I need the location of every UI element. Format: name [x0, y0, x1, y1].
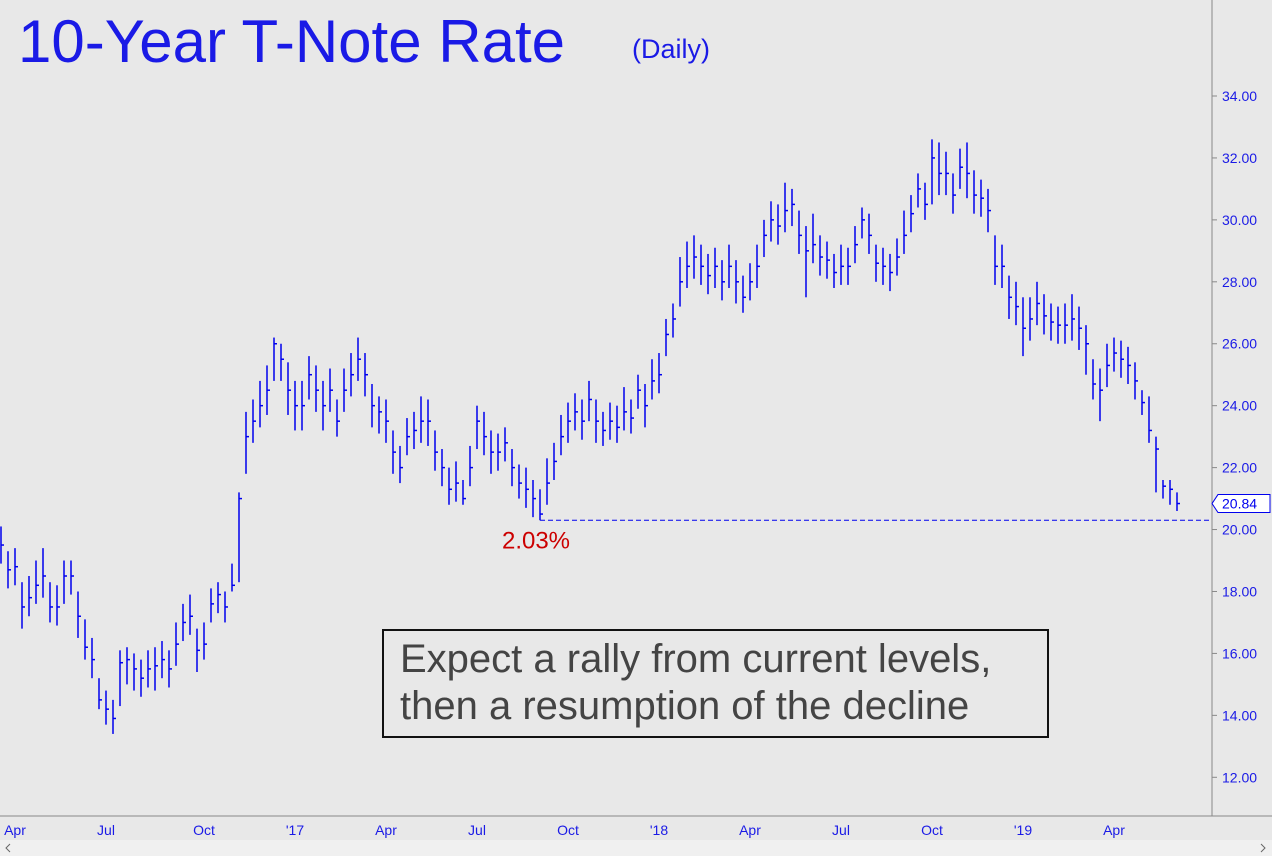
- y-tick-label: 22.00: [1222, 460, 1257, 476]
- support-label: 2.03%: [502, 527, 570, 554]
- x-tick-label: Oct: [193, 822, 215, 838]
- x-tick-label: Apr: [4, 822, 26, 838]
- y-tick-label: 30.00: [1222, 212, 1257, 228]
- x-tick-label: Oct: [921, 822, 943, 838]
- y-tick-label: 26.00: [1222, 336, 1257, 352]
- y-tick-label: 24.00: [1222, 398, 1257, 414]
- chart-subtitle: (Daily): [632, 34, 710, 64]
- x-tick-label: '18: [650, 822, 668, 838]
- y-tick-label: 16.00: [1222, 645, 1257, 661]
- chart-title: 10-Year T-Note Rate: [18, 8, 565, 75]
- y-tick-label: 28.00: [1222, 274, 1257, 290]
- x-tick-label: '17: [286, 822, 304, 838]
- annotation-line: then a resumption of the decline: [400, 684, 969, 728]
- annotation-line: Expect a rally from current levels,: [400, 637, 991, 681]
- x-tick-label: Apr: [739, 822, 761, 838]
- x-tick-label: Jul: [97, 822, 115, 838]
- x-tick-label: '19: [1014, 822, 1032, 838]
- scrollbar[interactable]: [0, 840, 1272, 856]
- x-tick-label: Jul: [832, 822, 850, 838]
- annotation-box: [382, 629, 1049, 738]
- y-tick-label: 32.00: [1222, 150, 1257, 166]
- x-tick-label: Apr: [375, 822, 397, 838]
- y-tick-label: 20.00: [1222, 522, 1257, 538]
- x-tick-label: Oct: [557, 822, 579, 838]
- scroll-left[interactable]: [5, 843, 11, 853]
- y-tick-label: 14.00: [1222, 707, 1257, 723]
- y-tick-label: 12.00: [1222, 769, 1257, 785]
- y-tick-label: 18.00: [1222, 583, 1257, 599]
- scroll-right[interactable]: [1260, 843, 1266, 853]
- last-price-label: 20.84: [1222, 496, 1257, 512]
- y-tick-label: 34.00: [1222, 88, 1257, 104]
- x-tick-label: Apr: [1103, 822, 1125, 838]
- last-price-box: [1211, 494, 1271, 514]
- x-tick-label: Jul: [468, 822, 486, 838]
